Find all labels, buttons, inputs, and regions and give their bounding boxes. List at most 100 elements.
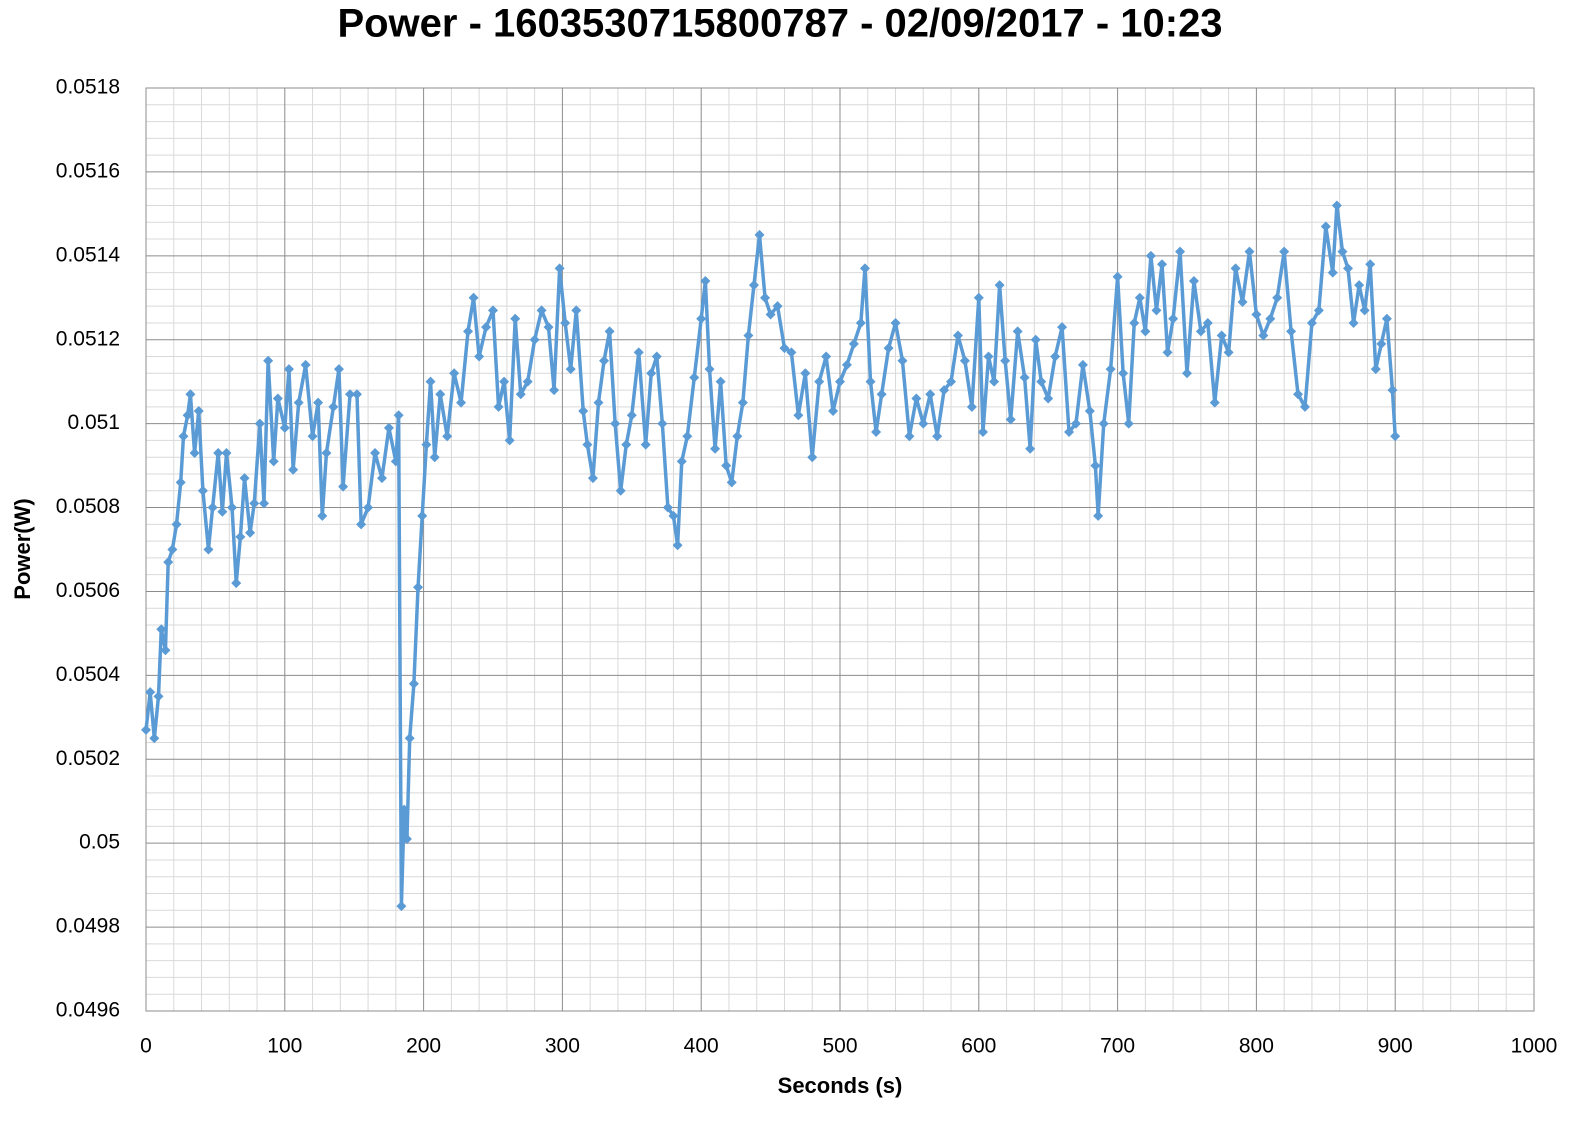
x-tick-label: 100	[267, 1035, 302, 1058]
data-marker	[221, 448, 232, 459]
data-marker	[239, 473, 250, 484]
data-marker	[925, 389, 936, 400]
data-marker	[651, 351, 662, 362]
y-tick-label: 0.0496	[56, 999, 120, 1022]
data-marker	[890, 317, 901, 328]
data-marker	[1354, 280, 1365, 291]
data-marker	[171, 519, 182, 530]
x-tick-label: 400	[684, 1035, 719, 1058]
data-marker	[855, 317, 866, 328]
data-marker	[272, 393, 283, 404]
data-marker	[1134, 292, 1145, 303]
data-marker	[227, 502, 238, 513]
data-marker	[1105, 364, 1116, 375]
data-marker	[167, 544, 178, 555]
y-tick-label: 0.0518	[56, 76, 120, 99]
data-marker	[1005, 414, 1016, 425]
data-marker	[189, 448, 200, 459]
data-marker	[401, 833, 412, 844]
data-marker	[356, 519, 367, 530]
data-marker	[1381, 313, 1392, 324]
data-marker	[621, 439, 632, 450]
x-tick-label: 700	[1100, 1035, 1135, 1058]
data-marker	[197, 485, 208, 496]
data-marker	[1188, 275, 1199, 286]
x-axis-label: Seconds (s)	[778, 1073, 903, 1098]
data-marker	[245, 527, 256, 538]
data-marker	[966, 401, 977, 412]
data-marker	[646, 368, 657, 379]
data-marker	[946, 376, 957, 387]
data-marker	[1223, 347, 1234, 358]
data-marker	[160, 645, 171, 656]
data-marker	[1030, 334, 1041, 345]
data-marker	[435, 389, 446, 400]
data-marker	[1370, 364, 1381, 375]
data-marker	[1265, 313, 1276, 324]
data-marker	[1118, 368, 1129, 379]
data-marker	[1237, 296, 1248, 307]
data-marker	[145, 687, 156, 698]
data-marker	[715, 376, 726, 387]
data-marker	[254, 418, 265, 429]
data-marker	[1279, 246, 1290, 257]
data-marker	[1084, 406, 1095, 417]
data-marker	[1306, 317, 1317, 328]
data-marker	[328, 401, 339, 412]
data-marker	[615, 485, 626, 496]
data-marker	[754, 229, 765, 240]
data-marker	[396, 901, 407, 912]
data-marker	[203, 544, 214, 555]
data-marker	[983, 351, 994, 362]
y-tick-label: 0.0512	[56, 327, 120, 350]
x-tick-label: 800	[1239, 1035, 1274, 1058]
data-marker	[1168, 313, 1179, 324]
data-marker	[307, 431, 318, 442]
data-marker	[1057, 322, 1068, 333]
data-marker	[293, 397, 304, 408]
x-tick-label: 300	[545, 1035, 580, 1058]
data-marker	[235, 531, 246, 542]
data-marker	[536, 305, 547, 316]
data-marker	[1140, 326, 1151, 337]
data-marker	[283, 364, 294, 375]
data-marker	[1090, 460, 1101, 471]
x-tick-label: 1000	[1511, 1035, 1558, 1058]
data-marker	[1272, 292, 1283, 303]
data-marker	[1230, 263, 1241, 274]
data-marker	[800, 368, 811, 379]
data-marker	[1070, 418, 1081, 429]
data-marker	[989, 376, 1000, 387]
x-tick-label: 500	[822, 1035, 857, 1058]
data-marker	[807, 452, 818, 463]
data-marker	[182, 410, 193, 421]
data-marker	[696, 313, 707, 324]
x-tick-label: 900	[1378, 1035, 1413, 1058]
data-marker	[456, 397, 467, 408]
data-marker	[300, 359, 311, 370]
data-marker	[425, 376, 436, 387]
data-marker	[994, 280, 1005, 291]
data-marker	[1043, 393, 1054, 404]
data-marker	[1337, 246, 1348, 257]
data-marker	[814, 376, 825, 387]
data-marker	[871, 427, 882, 438]
data-marker	[1202, 317, 1213, 328]
data-marker	[876, 389, 887, 400]
data-marker	[883, 343, 894, 354]
data-marker	[952, 330, 963, 341]
data-marker	[604, 326, 615, 337]
data-marker	[1036, 376, 1047, 387]
data-marker	[897, 355, 908, 366]
data-marker	[345, 389, 356, 400]
data-marker	[939, 385, 950, 396]
data-marker	[338, 481, 349, 492]
data-marker	[429, 452, 440, 463]
data-marker	[1025, 443, 1036, 454]
data-marker	[1162, 347, 1173, 358]
data-marker	[474, 351, 485, 362]
data-marker	[610, 418, 621, 429]
data-marker	[911, 393, 922, 404]
y-tick-label: 0.0506	[56, 579, 120, 602]
